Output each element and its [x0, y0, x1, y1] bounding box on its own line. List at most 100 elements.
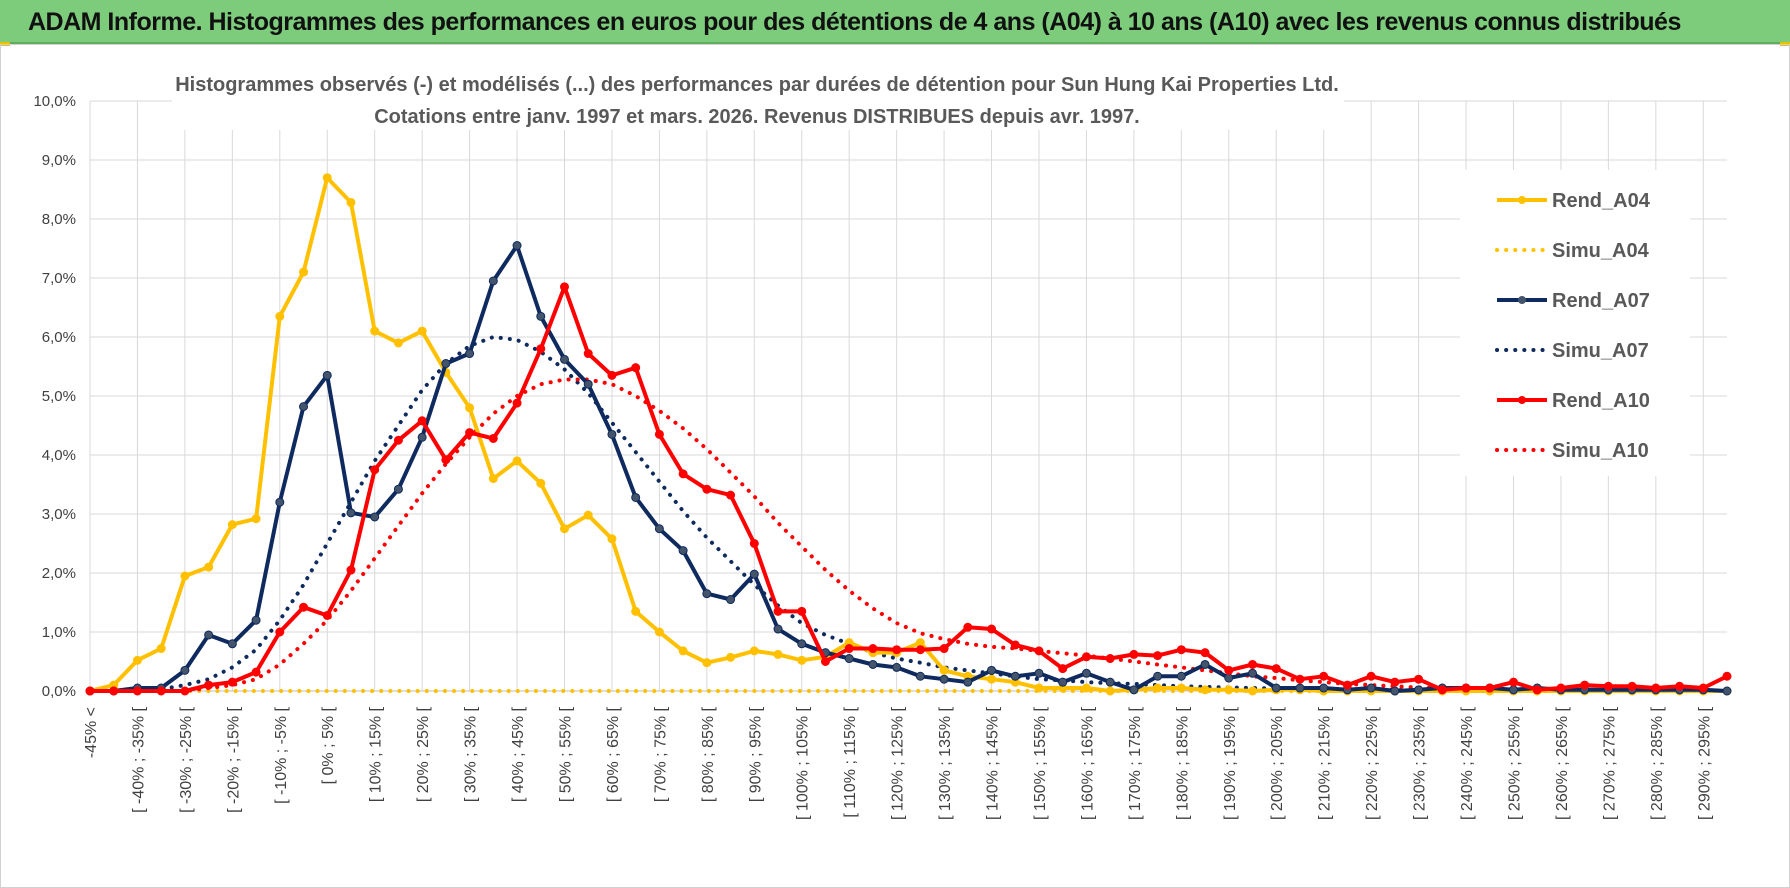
point-rend-a10 [1271, 664, 1281, 674]
y-tick-label: 6,0% [42, 329, 76, 346]
point-rend-a10 [322, 610, 332, 620]
x-tick-label: [ 270% ; 275% [ [1601, 706, 1618, 820]
point-rend-a10 [749, 539, 759, 548]
point-rend-a10 [441, 455, 451, 465]
y-tick-label: 5,0% [42, 388, 76, 405]
point-rend-a10 [1580, 680, 1590, 690]
point-rend-a10 [939, 644, 949, 654]
legend-label-simu-a07: Simu_A07 [1552, 340, 1649, 362]
x-tick-label: [ 100% ; 105% [ [795, 706, 812, 820]
point-rend-a07 [631, 492, 641, 502]
point-rend-a07 [1129, 685, 1139, 695]
point-rend-a07 [559, 354, 569, 364]
point-rend-a10 [1342, 680, 1352, 690]
point-rend-a10 [132, 686, 142, 696]
point-rend-a10 [1153, 651, 1163, 661]
point-rend-a07 [322, 370, 332, 380]
point-rend-a10 [204, 680, 214, 690]
point-rend-a07 [678, 546, 688, 556]
chart-title: Histogrammes observés (-) et modélisés (… [175, 74, 1339, 96]
point-rend-a10 [607, 370, 617, 380]
x-tick-label: [ 260% ; 265% [ [1554, 706, 1571, 820]
x-tick-label: [ 280% ; 285% [ [1649, 706, 1666, 820]
point-rend-a07 [1390, 686, 1400, 696]
point-rend-a07 [773, 624, 783, 634]
point-rend-a04 [251, 514, 261, 524]
point-rend-a10 [1319, 671, 1329, 681]
point-rend-a10 [1508, 677, 1518, 687]
point-rend-a04 [322, 173, 332, 183]
point-rend-a07 [1414, 685, 1424, 695]
point-rend-a07 [1366, 683, 1376, 693]
x-tick-label: [ 190% ; 195% [ [1222, 706, 1239, 820]
point-rend-a04 [1153, 683, 1163, 693]
x-tick-label: [ 210% ; 215% [ [1317, 706, 1334, 820]
point-rend-a07 [1081, 668, 1091, 678]
point-rend-a04 [583, 510, 593, 520]
point-rend-a04 [393, 338, 403, 348]
point-rend-a04 [299, 267, 309, 277]
point-rend-a04 [749, 646, 759, 656]
point-rend-a10 [844, 644, 854, 654]
point-rend-a07 [1200, 659, 1210, 669]
point-rend-a07 [393, 484, 403, 494]
point-rend-a10 [1627, 681, 1637, 691]
point-rend-a04 [1081, 683, 1091, 693]
point-rend-a10 [678, 469, 688, 479]
legend-label-rend-a10: Rend_A10 [1552, 390, 1650, 412]
point-rend-a07 [1271, 683, 1281, 693]
legend-label-rend-a04: Rend_A04 [1552, 190, 1651, 212]
legend-box [1460, 170, 1690, 476]
point-rend-a07 [797, 639, 807, 649]
x-tick-label: [ 250% ; 255% [ [1506, 706, 1523, 820]
point-rend-a07 [749, 569, 759, 579]
x-tick-label: [ 20% ; 25% [ [415, 706, 432, 802]
point-rend-a10 [393, 435, 403, 445]
point-rend-a10 [1034, 646, 1044, 656]
point-rend-a10 [1129, 649, 1139, 659]
x-tick-label: [ -20% ; -15% [ [225, 706, 242, 812]
x-tick-label: [ 130% ; 135% [ [937, 706, 954, 820]
point-rend-a10 [1058, 664, 1068, 674]
point-rend-a07 [583, 379, 593, 389]
point-rend-a10 [797, 606, 807, 616]
point-rend-a10 [1485, 683, 1495, 693]
y-tick-label: 3,0% [42, 506, 76, 523]
point-rend-a10 [85, 686, 95, 696]
point-rend-a07 [1224, 673, 1234, 683]
point-rend-a07 [1010, 671, 1020, 681]
point-rend-a10 [1603, 681, 1613, 691]
x-tick-label: [ 80% ; 85% [ [700, 706, 717, 802]
y-tick-label: 7,0% [42, 270, 76, 287]
point-rend-a04 [1248, 686, 1258, 696]
point-rend-a10 [465, 428, 475, 438]
point-rend-a10 [631, 363, 641, 373]
point-rend-a10 [536, 344, 546, 354]
point-rend-a07 [536, 311, 546, 321]
point-rend-a04 [465, 403, 475, 413]
x-tick-label: [ 230% ; 235% [ [1412, 706, 1429, 820]
point-rend-a07 [939, 674, 949, 684]
x-tick-label: [ 240% ; 245% [ [1459, 706, 1476, 820]
x-tick-label: [ 220% ; 225% [ [1364, 706, 1381, 820]
y-tick-label: 2,0% [42, 565, 76, 582]
point-rend-a07 [654, 524, 664, 534]
point-rend-a10 [726, 490, 736, 500]
point-rend-a10 [963, 622, 973, 632]
point-rend-a07 [868, 659, 878, 669]
legend-marker-rend-a10 [1518, 396, 1526, 404]
x-tick-label: -45% < [83, 707, 100, 758]
point-rend-a10 [1698, 683, 1708, 693]
point-rend-a04 [1200, 685, 1210, 695]
point-rend-a10 [1295, 674, 1305, 684]
point-rend-a10 [915, 645, 925, 655]
y-tick-label: 0,0% [42, 683, 76, 700]
point-rend-a07 [204, 630, 214, 640]
point-rend-a07 [963, 677, 973, 687]
point-rend-a10 [868, 644, 878, 654]
point-rend-a07 [465, 349, 475, 359]
chart-subtitle: Cotations entre janv. 1997 et mars. 2026… [374, 106, 1140, 128]
point-rend-a10 [820, 657, 830, 666]
point-rend-a10 [1366, 671, 1376, 681]
point-rend-a10 [1675, 681, 1685, 691]
